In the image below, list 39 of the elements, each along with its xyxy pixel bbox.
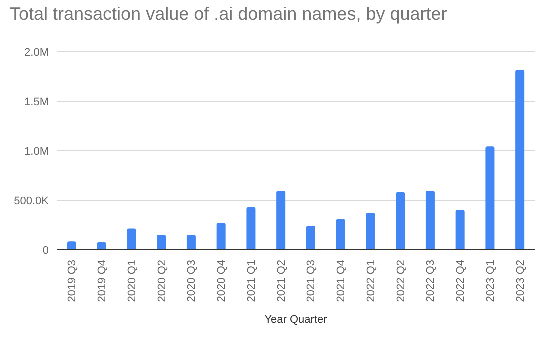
bar <box>336 219 346 250</box>
y-tick-label: 2.0M <box>24 46 49 59</box>
x-tick-label: 2020 Q1 <box>126 260 138 302</box>
x-tick-label: 2021 Q4 <box>336 260 348 302</box>
bar <box>306 226 316 250</box>
bar <box>396 192 406 250</box>
bar <box>246 207 256 250</box>
bar <box>186 234 196 250</box>
chart-title: Total transaction value of .ai domain names, by quarter <box>10 4 448 25</box>
bar <box>97 242 106 250</box>
x-tick-label: 2023 Q1 <box>484 260 497 302</box>
x-tick-label: 2022 Q3 <box>425 260 438 302</box>
bar <box>366 212 376 250</box>
bar <box>67 242 76 250</box>
x-tick-label: 2019 Q3 <box>66 260 79 302</box>
y-tick-label: 500.0K <box>14 195 50 208</box>
x-tick-label: 2021 Q2 <box>276 260 288 302</box>
y-tick-label: 0 <box>42 244 49 257</box>
x-axis-title: Year Quarter <box>264 314 328 326</box>
bar <box>426 190 435 250</box>
bar <box>456 210 465 250</box>
x-tick-label: 2019 Q4 <box>96 260 109 302</box>
bar <box>127 228 136 250</box>
bar <box>276 190 286 250</box>
x-tick-label: 2022 Q1 <box>365 260 378 302</box>
x-tick-label: 2020 Q2 <box>156 260 168 302</box>
y-tick-label: 1.5M <box>24 96 49 108</box>
bar <box>157 234 166 250</box>
x-tick-label: 2022 Q4 <box>455 260 468 302</box>
x-tick-label: 2023 Q2 <box>514 260 527 302</box>
bar <box>216 222 226 250</box>
x-tick-label: 2020 Q4 <box>216 260 228 302</box>
bar <box>516 70 525 250</box>
x-tick-label: 2021 Q1 <box>246 260 258 302</box>
y-tick-label: 1.0M <box>24 146 49 158</box>
x-tick-label: 2021 Q3 <box>306 260 318 302</box>
bar <box>486 146 495 250</box>
x-tick-label: 2020 Q3 <box>186 260 198 302</box>
x-tick-label: 2022 Q2 <box>395 260 408 302</box>
